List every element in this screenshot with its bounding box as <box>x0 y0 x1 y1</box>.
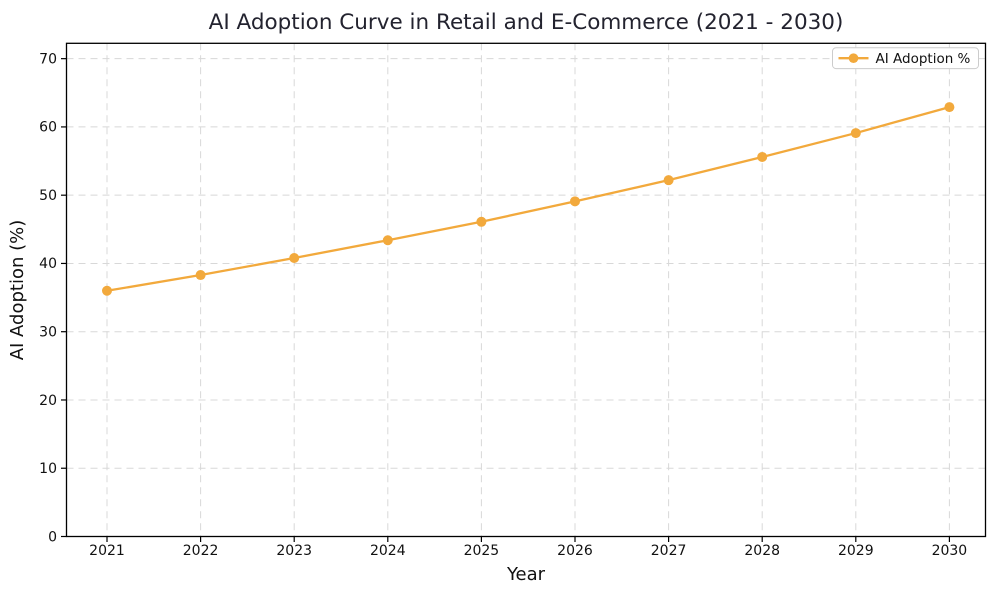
x-tick-label: 2027 <box>651 543 687 559</box>
y-tick-label: 30 <box>39 325 57 341</box>
gridlines <box>66 43 986 537</box>
data-point <box>663 175 674 186</box>
data-point <box>570 196 580 207</box>
y-tick-label: 40 <box>39 256 57 272</box>
legend: AI Adoption % <box>832 47 979 70</box>
y-tick-label: 10 <box>39 461 57 477</box>
x-tick-labels: 2021 2022 2023 2024 2025 2026 2027 2028 2029 2030 <box>89 543 967 559</box>
y-tick-label: 0 <box>48 529 57 545</box>
y-tick-label: 50 <box>39 188 57 204</box>
data-markers <box>102 102 955 296</box>
y-tick-label: 70 <box>39 51 57 67</box>
y-tick-label: 60 <box>39 120 57 136</box>
y-axis-label: AI Adoption (%) <box>7 220 28 361</box>
x-tick-label: 2022 <box>183 543 219 559</box>
y-tick-labels: 0 10 20 30 40 50 60 70 <box>39 51 57 545</box>
x-tick-label: 2026 <box>557 543 593 559</box>
x-tick-label: 2029 <box>838 543 874 559</box>
x-tick-label: 2025 <box>464 543 500 559</box>
data-point <box>195 270 206 281</box>
x-tick-label: 2028 <box>744 543 780 559</box>
x-tick-label: 2024 <box>370 543 406 559</box>
data-point <box>102 285 112 296</box>
y-tick-label: 20 <box>39 393 57 409</box>
x-tick-label: 2023 <box>276 543 312 559</box>
legend-box <box>832 47 979 70</box>
data-point <box>850 128 861 139</box>
legend-label: AI Adoption % <box>876 51 971 67</box>
x-axis-label: Year <box>506 564 546 585</box>
chart-title: AI Adoption Curve in Retail and E-Commer… <box>209 10 844 35</box>
legend-marker-sample <box>848 53 859 63</box>
x-tick-label: 2030 <box>932 543 968 559</box>
data-line <box>105 105 951 292</box>
data-point <box>476 216 487 227</box>
plot-border <box>65 42 987 538</box>
data-point <box>757 151 768 162</box>
x-tick-label: 2021 <box>89 543 125 559</box>
axis-ticks <box>61 58 951 542</box>
data-point <box>289 252 300 263</box>
data-point <box>382 235 393 246</box>
data-point <box>944 102 955 113</box>
